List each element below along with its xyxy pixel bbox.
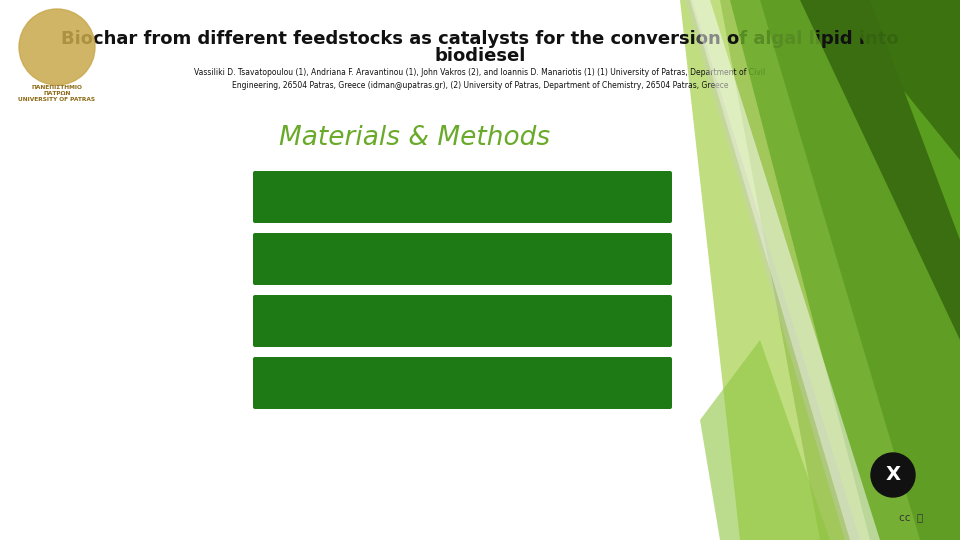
Polygon shape xyxy=(870,0,960,540)
Polygon shape xyxy=(690,0,880,540)
Polygon shape xyxy=(685,0,860,540)
Polygon shape xyxy=(830,0,960,160)
Text: cc  ⓘ: cc ⓘ xyxy=(899,512,924,522)
Polygon shape xyxy=(700,340,830,540)
FancyBboxPatch shape xyxy=(253,233,672,285)
Circle shape xyxy=(19,9,95,85)
Text: Biochar from different feedstocks as catalysts for the conversion of algal lipid: Biochar from different feedstocks as cat… xyxy=(61,30,899,48)
Text: Vassiliki D. Tsavatopoulou (1), Andriana F. Aravantinou (1), John Vakros (2), an: Vassiliki D. Tsavatopoulou (1), Andriana… xyxy=(194,68,766,90)
Circle shape xyxy=(871,453,915,497)
Text: Materials & Methods: Materials & Methods xyxy=(279,125,551,151)
FancyBboxPatch shape xyxy=(253,171,672,223)
Text: Microalgae Cultivation: Microalgae Cultivation xyxy=(377,190,548,205)
Text: ΠΑΝΕΠΙΣΤΗΜΙΟ
ΠΑΤΡΩΝ
UNIVERSITY OF PATRAS: ΠΑΝΕΠΙΣΤΗΜΙΟ ΠΑΤΡΩΝ UNIVERSITY OF PATRAS xyxy=(18,85,95,103)
Polygon shape xyxy=(730,0,960,540)
Text: Lipid Extraction: Lipid Extraction xyxy=(403,314,522,328)
Text: Transesterification of algal lipids: Transesterification of algal lipids xyxy=(339,375,587,390)
FancyBboxPatch shape xyxy=(253,357,672,409)
Text: biodiesel: biodiesel xyxy=(434,47,526,65)
Polygon shape xyxy=(720,0,960,540)
Text: X: X xyxy=(885,465,900,484)
FancyBboxPatch shape xyxy=(253,295,672,347)
Polygon shape xyxy=(680,0,920,540)
Text: Biochar Preparation: Biochar Preparation xyxy=(387,252,539,267)
